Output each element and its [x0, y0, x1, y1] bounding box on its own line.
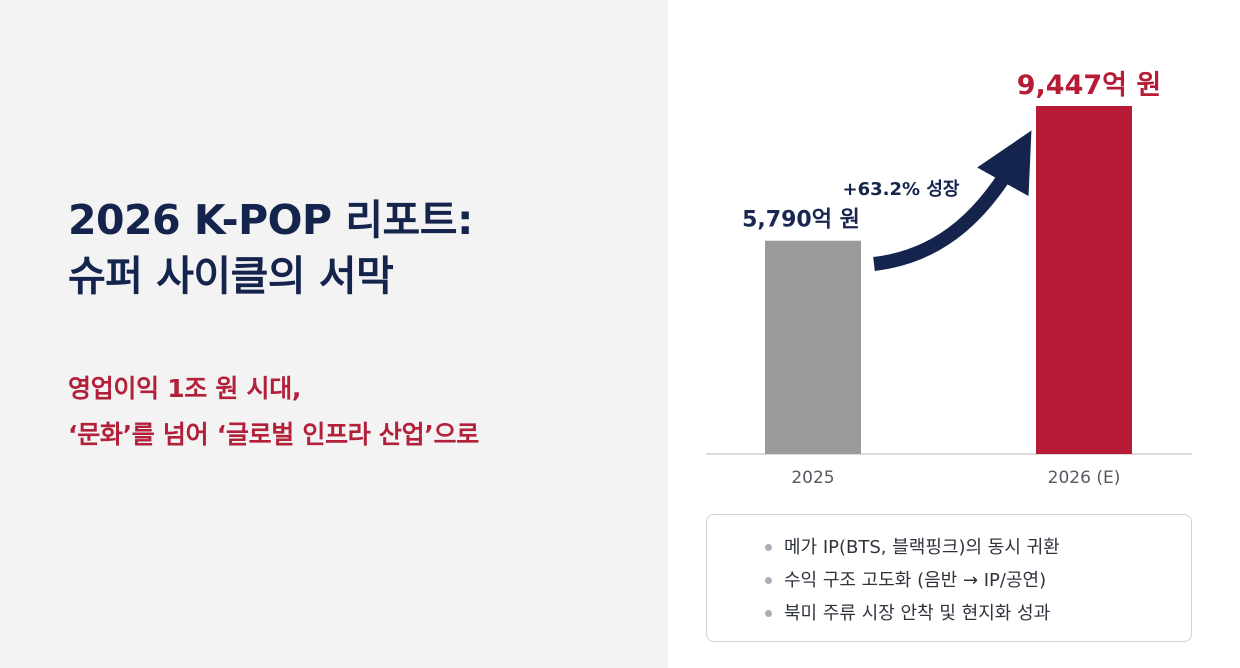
value-label: 5,790억 원	[742, 208, 860, 233]
bullet-icon	[765, 577, 772, 584]
key-drivers-list: 메가 IP(BTS, 블랙핑크)의 동시 귀환 수익 구조 고도화 (음반 → …	[707, 515, 1191, 630]
list-item: 수익 구조 고도화 (음반 → IP/공연)	[765, 564, 1191, 597]
bullet-icon	[765, 610, 772, 617]
report-title: 2026 K-POP 리포트: 슈퍼 사이클의 서막	[68, 192, 473, 304]
x-tick-label: 2025	[791, 468, 834, 488]
bullet-icon	[765, 544, 772, 551]
list-item: 메가 IP(BTS, 블랙핑크)의 동시 귀환	[765, 531, 1191, 564]
value-label: 9,447억 원	[1017, 70, 1161, 101]
report-subtitle: 영업이익 1조 원 시대, ‘문화’를 넘어 ‘글로벌 인프라 산업’으로	[68, 366, 479, 458]
list-item-text: 수익 구조 고도화 (음반 → IP/공연)	[784, 570, 1047, 591]
list-item-text: 북미 주류 시장 안착 및 현지화 성과	[784, 603, 1051, 624]
report-subtitle-line-1: 영업이익 1조 원 시대,	[68, 374, 302, 403]
growth-arrow	[873, 130, 1032, 271]
bar-2026-e	[1036, 106, 1132, 454]
growth-label: +63.2% 성장	[843, 179, 960, 200]
list-item: 북미 주류 시장 안착 및 현지화 성과	[765, 597, 1191, 630]
x-tick-label: 2026 (E)	[1048, 468, 1121, 488]
report-title-line-1: 2026 K-POP 리포트:	[68, 196, 473, 244]
report-subtitle-line-2: ‘문화’를 넘어 ‘글로벌 인프라 산업’으로	[68, 420, 479, 449]
list-item-text: 메가 IP(BTS, 블랙핑크)의 동시 귀환	[784, 537, 1060, 558]
key-drivers-box: 메가 IP(BTS, 블랙핑크)의 동시 귀환 수익 구조 고도화 (음반 → …	[706, 514, 1192, 642]
bar-2025	[765, 240, 861, 454]
left-panel: 2026 K-POP 리포트: 슈퍼 사이클의 서막 영업이익 1조 원 시대,…	[0, 0, 668, 668]
bars-group: 5,790억 원 2025 9,447억 원 2026 (E)	[742, 70, 1161, 488]
report-title-line-2: 슈퍼 사이클의 서막	[68, 252, 394, 300]
operating-profit-bar-chart: 5,790억 원 2025 9,447억 원 2026 (E) +63.2% 성장	[706, 70, 1192, 488]
